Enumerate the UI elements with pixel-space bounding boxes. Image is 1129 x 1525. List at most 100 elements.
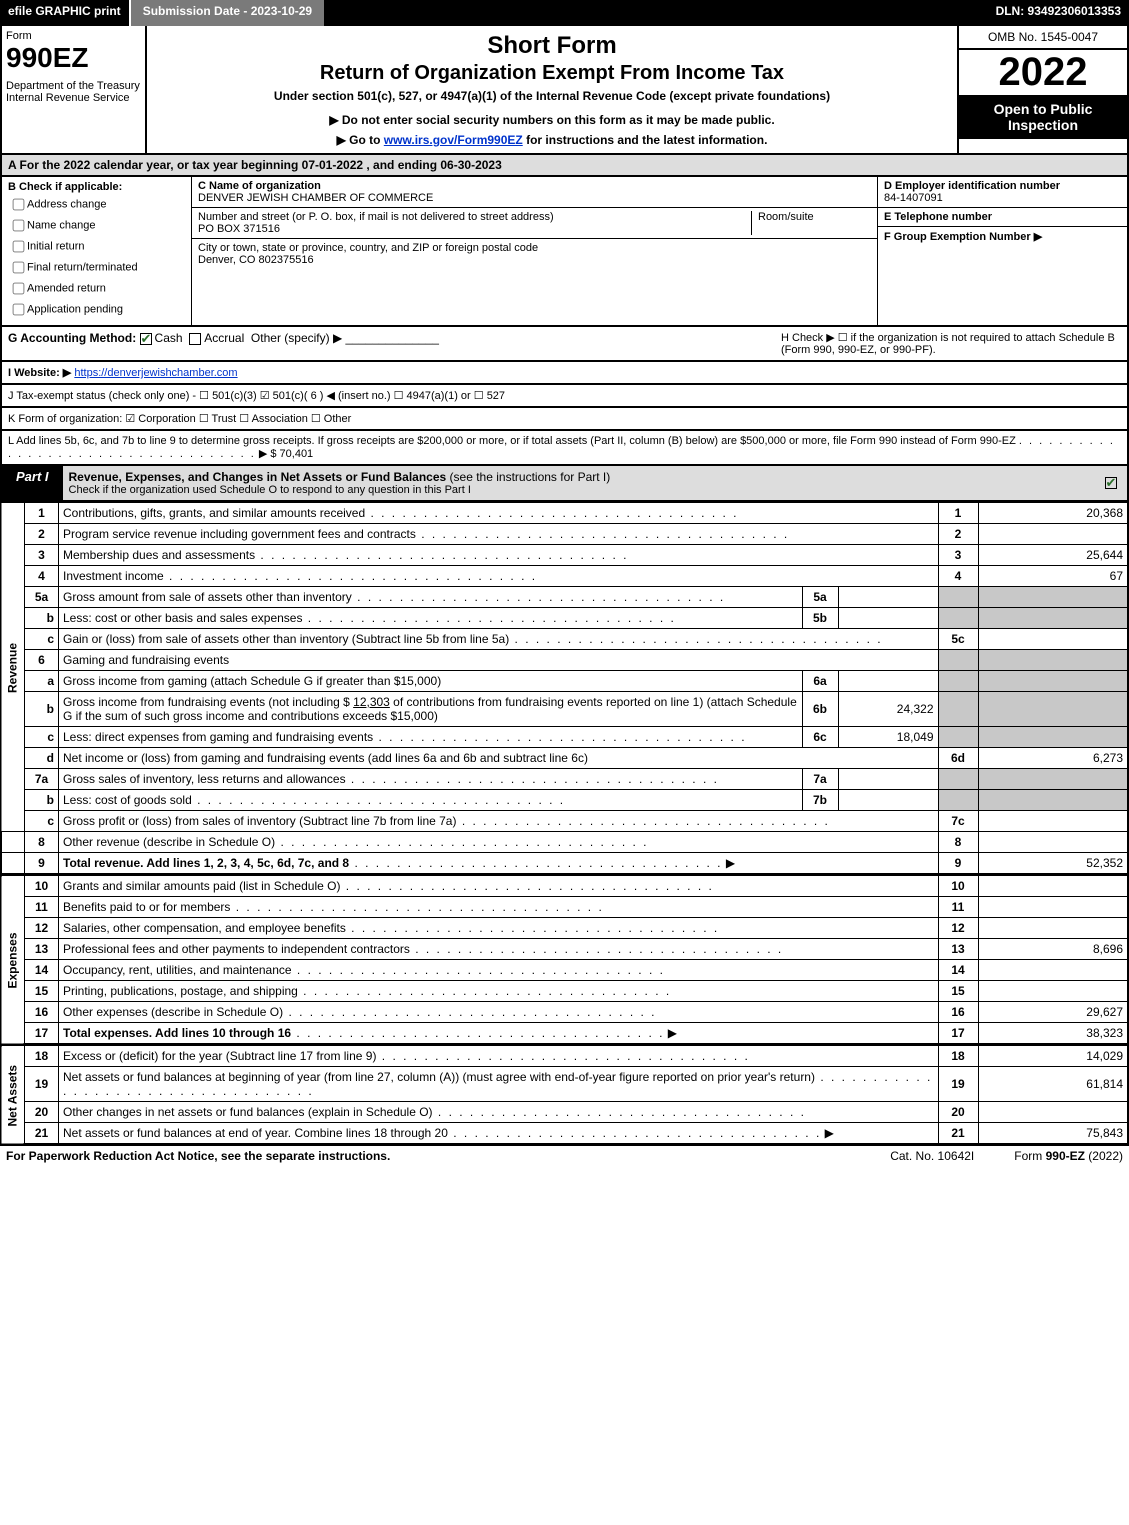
ln-14-num: 14 (25, 960, 59, 981)
ln-5a-desc: Gross amount from sale of assets other t… (63, 590, 352, 604)
part-i-check-text: Check if the organization used Schedule … (69, 484, 1091, 496)
line-17: 17 Total expenses. Add lines 10 through … (1, 1023, 1128, 1045)
chk-final-return[interactable]: Final return/terminated (8, 258, 185, 277)
ln-9-desc: Total revenue. Add lines 1, 2, 3, 4, 5c,… (63, 856, 349, 870)
ln-9-num: 9 (25, 853, 59, 875)
chk-accrual[interactable] (189, 333, 201, 345)
ln-11-desc: Benefits paid to or for members (63, 900, 230, 914)
part-i-title: Revenue, Expenses, and Changes in Net As… (63, 466, 1097, 500)
ln-10-num: 10 (25, 876, 59, 897)
line-14: 14 Occupancy, rent, utilities, and maint… (1, 960, 1128, 981)
ein-value: 84-1407091 (884, 192, 1121, 204)
ln-6a-refnum (938, 671, 978, 692)
ln-18-num: 18 (25, 1046, 59, 1067)
revenue-sidelabel: Revenue (1, 503, 25, 832)
ln-2-num: 2 (25, 524, 59, 545)
ln-7b-num: b (25, 790, 59, 811)
part-i-tab: Part I (2, 466, 63, 500)
g-label: G Accounting Method: (8, 331, 136, 345)
ln-16-desc: Other expenses (describe in Schedule O) (63, 1005, 283, 1019)
website-link[interactable]: https://denverjewishchamber.com (74, 367, 237, 379)
ln-14-val (978, 960, 1128, 981)
line-13: 13 Professional fees and other payments … (1, 939, 1128, 960)
ln-15-desc: Printing, publications, postage, and shi… (63, 984, 298, 998)
section-b: B Check if applicable: Address change Na… (2, 177, 192, 325)
ln-15-val (978, 981, 1128, 1002)
ln-6a-val (978, 671, 1128, 692)
ln-12-refnum: 12 (938, 918, 978, 939)
line-19: 19 Net assets or fund balances at beginn… (1, 1067, 1128, 1102)
ln-19-num: 19 (25, 1067, 59, 1102)
ln-7b-desc: Less: cost of goods sold (63, 793, 192, 807)
ln-6b-refnum (938, 692, 978, 727)
line-6c: c Less: direct expenses from gaming and … (1, 727, 1128, 748)
ln-10-val (978, 876, 1128, 897)
line-9: 9 Total revenue. Add lines 1, 2, 3, 4, 5… (1, 853, 1128, 875)
ln-2-refnum: 2 (938, 524, 978, 545)
room-suite-label: Room/suite (758, 211, 871, 223)
part-i-checkbox[interactable] (1097, 466, 1127, 500)
chk-address-change[interactable]: Address change (8, 195, 185, 214)
line-4: 4 Investment income 4 67 (1, 566, 1128, 587)
goto-instructions: ▶ Go to www.irs.gov/Form990EZ for instru… (157, 133, 947, 147)
ln-1-refnum: 1 (938, 503, 978, 524)
ln-1-desc: Contributions, gifts, grants, and simila… (63, 506, 365, 520)
ln-18-refnum: 18 (938, 1046, 978, 1067)
ln-7b-refnum (938, 790, 978, 811)
chk-amended-return[interactable]: Amended return (8, 279, 185, 298)
j-tax-exempt: J Tax-exempt status (check only one) - ☐… (0, 385, 1129, 408)
line-8: 8 Other revenue (describe in Schedule O)… (1, 832, 1128, 853)
ln-4-refnum: 4 (938, 566, 978, 587)
ln-13-val: 8,696 (978, 939, 1128, 960)
ln-6b-amt: 12,303 (353, 695, 390, 709)
line-6: 6 Gaming and fundraising events (1, 650, 1128, 671)
ln-6-refnum (938, 650, 978, 671)
ln-7a-ival (838, 769, 938, 790)
row-a-tax-year: A For the 2022 calendar year, or tax yea… (0, 155, 1129, 177)
l-text: L Add lines 5b, 6c, and 7b to line 9 to … (8, 435, 1016, 447)
form-number: 990EZ (6, 42, 141, 74)
ln-6d-val: 6,273 (978, 748, 1128, 769)
ln-2-val (978, 524, 1128, 545)
footer-form-pre: Form (1014, 1149, 1045, 1163)
line-5a: 5a Gross amount from sale of assets othe… (1, 587, 1128, 608)
ln-5b-desc: Less: cost or other basis and sales expe… (63, 611, 302, 625)
ln-5a-val (978, 587, 1128, 608)
ln-5b-iln: 5b (802, 608, 838, 629)
short-form-title: Short Form (157, 32, 947, 60)
ln-7a-num: 7a (25, 769, 59, 790)
ln-6c-iln: 6c (802, 727, 838, 748)
ln-5b-num: b (25, 608, 59, 629)
ln-6c-val (978, 727, 1128, 748)
ln-5b-ival (838, 608, 938, 629)
i-label: I Website: ▶ (8, 367, 71, 379)
footer-form: Form 990-EZ (2022) (1014, 1149, 1123, 1163)
chk-cash[interactable] (140, 333, 152, 345)
ln-16-val: 29,627 (978, 1002, 1128, 1023)
ln-6c-refnum (938, 727, 978, 748)
f-group-label: F Group Exemption Number ▶ (884, 230, 1121, 243)
d-ein-label: D Employer identification number (884, 180, 1121, 192)
form-word: Form (6, 30, 141, 42)
ln-5b-refnum (938, 608, 978, 629)
ln-21-num: 21 (25, 1123, 59, 1145)
ln-6c-ival: 18,049 (838, 727, 938, 748)
footer-catno: Cat. No. 10642I (890, 1149, 974, 1163)
chk-name-change[interactable]: Name change (8, 216, 185, 235)
ln-5c-val (978, 629, 1128, 650)
open-to-public: Open to Public Inspection (959, 95, 1127, 139)
ln-11-num: 11 (25, 897, 59, 918)
chk-initial-return-label: Initial return (27, 240, 84, 252)
ln-6b-num: b (25, 692, 59, 727)
irs-link[interactable]: www.irs.gov/Form990EZ (384, 133, 523, 147)
section-def: D Employer identification number 84-1407… (877, 177, 1127, 325)
line-5c: c Gain or (loss) from sale of assets oth… (1, 629, 1128, 650)
org-name: DENVER JEWISH CHAMBER OF COMMERCE (198, 192, 871, 204)
ln-8-num: 8 (25, 832, 59, 853)
dln-label: DLN: 93492306013353 (988, 0, 1129, 26)
topbar-spacer (324, 0, 987, 26)
ln-7b-val (978, 790, 1128, 811)
chk-initial-return[interactable]: Initial return (8, 237, 185, 256)
chk-application-pending[interactable]: Application pending (8, 300, 185, 319)
line-6a: a Gross income from gaming (attach Sched… (1, 671, 1128, 692)
